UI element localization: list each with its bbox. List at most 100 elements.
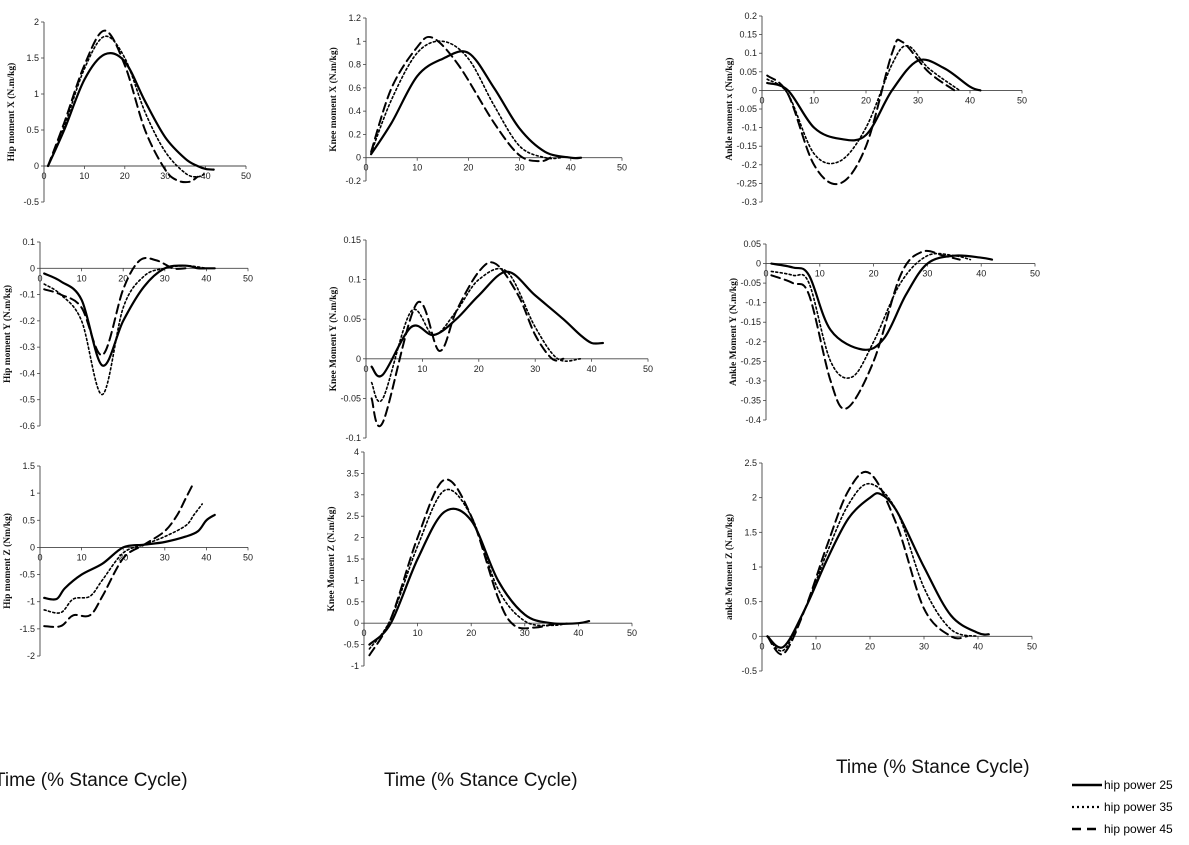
y-tick-label: 0.15: [739, 30, 757, 40]
series-line-solid: [43, 513, 216, 601]
x-tick-label: 10: [809, 95, 819, 105]
x-tick-label: 10: [77, 552, 87, 562]
y-tick-label: 1.2: [348, 13, 361, 23]
x-tick-label: 30: [919, 641, 929, 651]
y-axis-label: Knee Moment Z (N.m/kg): [326, 506, 337, 611]
legend-item-dotted: hip power 35: [1068, 798, 1189, 820]
y-tick-label: 0.5: [22, 515, 35, 525]
y-tick-label: -0.35: [740, 395, 761, 405]
y-tick-label: 0.1: [22, 237, 35, 247]
x-tick-label: 20: [466, 628, 476, 638]
y-tick-label: 0.5: [346, 597, 359, 607]
y-tick-label: -0.15: [740, 317, 761, 327]
x-tick-label: 40: [973, 641, 983, 651]
y-axis-label: Ankle moment x (Nm/kg): [724, 57, 735, 160]
x-tick-label: 50: [243, 552, 253, 562]
y-axis-label: Hip moment X (N.m/kg): [6, 63, 17, 162]
y-tick-label: 0.4: [348, 106, 361, 116]
x-tick-label: 30: [160, 273, 170, 283]
x-tick-label: 0: [37, 273, 42, 283]
y-axis-label: Ankle Moment Y (N.m/kg): [728, 278, 739, 386]
x-tick-label: 10: [811, 641, 821, 651]
y-tick-label: -0.6: [19, 421, 35, 431]
y-axis-label: Knee Moment Y (N.m/kg): [328, 287, 339, 392]
panel-8: -0.5 0 0.5 1 1.5 2 2.5 0 10 20 30 40 50 ankle Moment …: [724, 458, 1037, 676]
series-line-solid: [46, 52, 215, 171]
series-line-dashed: [370, 35, 552, 163]
y-tick-label: -2: [27, 651, 35, 661]
legend-item-dashed: hip power 45: [1068, 820, 1189, 842]
x-tick-label: 10: [77, 273, 87, 283]
y-tick-label: -1.5: [19, 624, 35, 634]
legend-swatch-solid: [1072, 783, 1102, 787]
y-tick-label: 1: [752, 562, 757, 572]
panel-5: -0.4-0.35-0.3-0.25-0.2-0.15-0.1-0.0500.0…: [728, 239, 1040, 425]
series-line-dashed: [368, 478, 558, 657]
x-tick-label: 0: [361, 628, 366, 638]
y-tick-label: -0.1: [19, 290, 35, 300]
x-axis-caption-right: Time (% Stance Cycle): [836, 757, 1030, 778]
y-tick-label: 1: [354, 575, 359, 585]
y-tick-label: 0: [756, 259, 761, 269]
panel-3: -0.6-0.5-0.4-0.3-0.2-0.100.10 10 20 30 40 50H…: [2, 237, 253, 431]
series-line-dashed: [766, 470, 969, 656]
x-tick-label: 20: [463, 163, 473, 173]
y-tick-label: 0: [356, 153, 361, 163]
y-tick-label: -0.4: [19, 368, 35, 378]
panel-4: -0.1 -0.05 0 0.05 0.1 0.15 0 10 20 30 40 50 Knee Mom…: [328, 235, 653, 443]
x-tick-label: 30: [520, 628, 530, 638]
y-tick-label: -0.2: [745, 337, 761, 347]
x-axis-caption-middle: Time (% Stance Cycle): [384, 770, 578, 791]
y-tick-label: 0.1: [744, 48, 757, 58]
x-tick-label: 30: [160, 552, 170, 562]
x-tick-label: 20: [869, 269, 879, 279]
y-tick-label: 1: [356, 36, 361, 46]
y-tick-label: 2.5: [744, 458, 757, 468]
y-tick-label: -1: [27, 597, 35, 607]
y-axis-label: ankle Moment Z (N.m/kg): [724, 514, 735, 620]
series-line-dashed: [43, 256, 187, 357]
y-tick-label: 1.5: [346, 554, 359, 564]
y-tick-label: -0.5: [23, 197, 39, 207]
x-tick-label: 50: [1027, 641, 1037, 651]
series-line-dashed: [770, 249, 961, 410]
x-tick-label: 40: [566, 163, 576, 173]
x-tick-label: 50: [1017, 95, 1027, 105]
y-tick-label: 3.5: [346, 468, 359, 478]
y-tick-label: 0.6: [348, 83, 361, 93]
y-tick-label: -0.1: [741, 123, 757, 133]
panel-2: -0.3-0.25-0.2-0.15-0.1-0.0500.050.10.150…: [724, 11, 1027, 207]
y-tick-label: -0.15: [736, 141, 757, 151]
series-line-solid: [43, 264, 216, 367]
y-tick-label: -0.3: [19, 342, 35, 352]
legend-swatch-dashed: [1072, 827, 1102, 831]
x-tick-label: 50: [617, 163, 627, 173]
x-tick-label: 50: [1030, 269, 1040, 279]
y-tick-label: 0: [34, 161, 39, 171]
x-tick-label: 40: [587, 364, 597, 374]
y-tick-label: -0.4: [745, 415, 761, 425]
x-tick-label: 20: [120, 171, 130, 181]
x-tick-label: 30: [515, 163, 525, 173]
y-tick-label: -0.25: [740, 356, 761, 366]
series-line-solid: [370, 270, 604, 378]
y-tick-label: 1.5: [22, 461, 35, 471]
y-tick-label: 0.5: [744, 597, 757, 607]
y-tick-label: -0.05: [340, 393, 361, 403]
series-line-dotted: [368, 488, 569, 650]
y-tick-label: 0: [752, 631, 757, 641]
x-tick-label: 10: [412, 163, 422, 173]
y-tick-label: 0.8: [348, 60, 361, 70]
y-axis-label: Hip moment Y (N.m/kg): [2, 285, 13, 383]
x-tick-label: 50: [241, 171, 251, 181]
x-tick-label: 30: [922, 269, 932, 279]
y-tick-label: -0.5: [19, 395, 35, 405]
y-tick-label: -0.1: [745, 298, 761, 308]
y-axis-label: Hip moment Z (Nm/kg): [2, 513, 13, 609]
x-tick-label: 0: [363, 364, 368, 374]
x-tick-label: 20: [474, 364, 484, 374]
y-tick-label: -0.1: [345, 433, 361, 443]
y-tick-label: -0.25: [736, 178, 757, 188]
